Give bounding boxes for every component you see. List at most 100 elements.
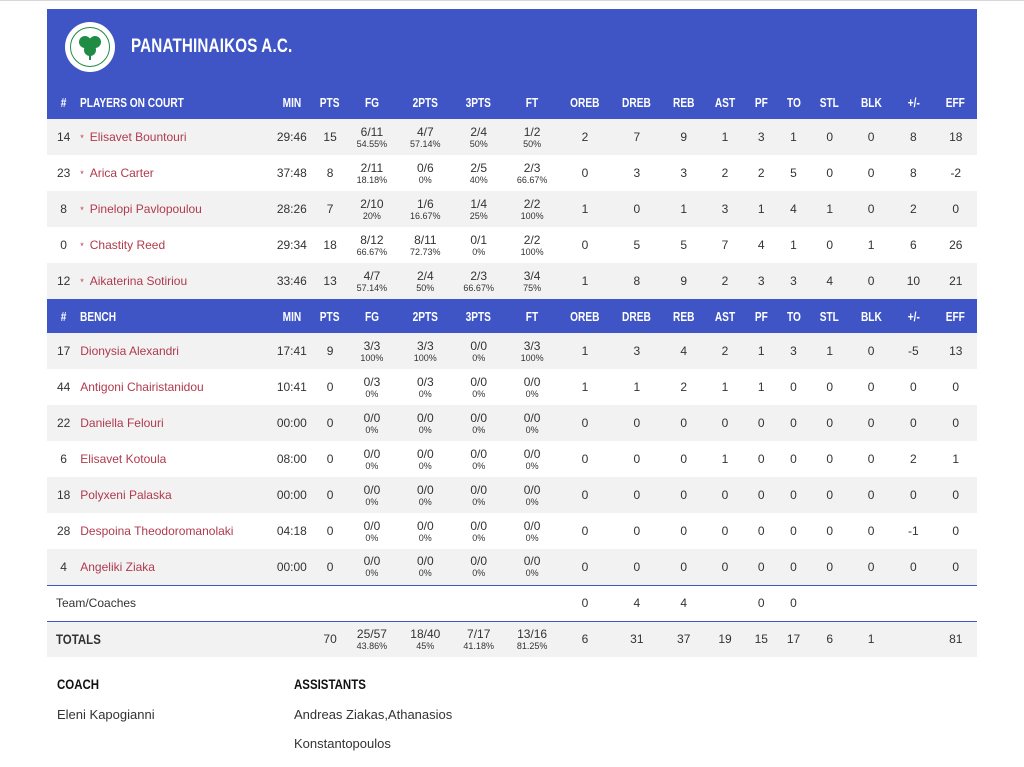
- player-eff: 26: [949, 238, 963, 252]
- player-pf: 0: [757, 559, 765, 574]
- player-min: 17:41: [276, 344, 307, 358]
- team-coaches-row: Team/Coaches 0 4 4 0 0: [47, 585, 977, 621]
- player-stl: 1: [826, 202, 834, 216]
- player-eff: 21: [949, 274, 963, 288]
- player-ast: 0: [721, 488, 729, 502]
- player-number: 17: [56, 344, 71, 358]
- player-name-link[interactable]: Despoina Theodoromanolaki: [80, 524, 234, 538]
- player-to: 0: [790, 488, 797, 502]
- team-header: PANATHINAIKOS A.C.: [47, 9, 977, 85]
- player-name-link[interactable]: Arica Carter: [89, 166, 154, 180]
- player-fg: 0/0 0%: [363, 482, 381, 507]
- player-name-cell: Daniella Felouri: [80, 405, 268, 441]
- player-stl: 0: [826, 416, 834, 430]
- player-name-link[interactable]: Angeliki Ziaka: [80, 559, 155, 574]
- player-pf: 1: [757, 380, 765, 394]
- totals-reb: 37: [677, 632, 691, 647]
- player-blk: 1: [867, 238, 875, 252]
- player-to: 3: [790, 274, 797, 288]
- assistants-title: ASSISTANTS: [294, 676, 366, 692]
- player-p3: 2/5 40%: [469, 160, 488, 185]
- player-stl: 0: [826, 238, 834, 252]
- bench-col-header: 2PTS: [412, 308, 438, 324]
- player-p3: 0/0 0%: [470, 374, 488, 399]
- player-name-link[interactable]: Polyxeni Palaska: [80, 488, 172, 502]
- player-eff: 13: [949, 344, 963, 358]
- player-to: 3: [790, 344, 797, 358]
- bench-col-header: MIN: [282, 308, 302, 324]
- player-number: 14: [56, 130, 71, 144]
- player-eff: 0: [952, 416, 960, 430]
- player-name-cell: Dionysia Alexandri: [80, 333, 268, 369]
- bench-col-header: BLK: [860, 308, 882, 324]
- player-name-cell: Elisavet Kotoula: [80, 441, 268, 477]
- player-eff: 0: [952, 488, 960, 502]
- player-min: 00:00: [276, 488, 307, 502]
- player-blk: 0: [867, 274, 875, 288]
- player-min: 28:26: [276, 202, 307, 216]
- shamrock-icon: [79, 36, 101, 60]
- player-name-link[interactable]: Pinelopi Pavlopoulou: [89, 202, 202, 216]
- player-number: 44: [56, 380, 71, 394]
- player-name-link[interactable]: Elisavet Kotoula: [80, 452, 167, 466]
- player-eff: -2: [950, 166, 962, 180]
- player-oreb: 0: [581, 524, 589, 538]
- player-pm: 8: [910, 130, 917, 144]
- bench-col-header: +/-: [907, 308, 920, 324]
- player-ast: 1: [721, 130, 729, 144]
- bench-col-header: PTS: [320, 308, 340, 324]
- player-p2: 1/6 16.67%: [410, 196, 441, 221]
- coach-name: Eleni Kapogianni: [57, 707, 155, 722]
- player-name-link[interactable]: Elisavet Bountouri: [89, 130, 187, 144]
- player-oreb: 2: [581, 130, 589, 144]
- player-pf: 0: [757, 488, 765, 502]
- bench-col-header: REB: [672, 308, 695, 324]
- player-row: 12 * Aikaterina Sotiriou 33:46 13 4/7 57.14% 2/…: [47, 263, 977, 299]
- player-row: 0 * Chastity Reed 29:34 18 8/12 66.67% 8/11 72.7…: [47, 227, 977, 263]
- bench-col-header: EFF: [946, 308, 966, 324]
- player-name-cell: Despoina Theodoromanolaki: [80, 513, 268, 549]
- player-oreb: 1: [581, 202, 589, 216]
- player-ft: 2/2 100%: [520, 232, 544, 257]
- player-pts: 9: [326, 344, 334, 358]
- player-name-cell: * Chastity Reed: [80, 227, 268, 263]
- player-p3: 0/0 0%: [470, 554, 488, 579]
- player-blk: 0: [867, 524, 875, 538]
- player-ft: 3/3 100%: [520, 338, 544, 363]
- team-coaches-to: 0: [790, 596, 797, 610]
- starters-col-header: +/-: [907, 94, 920, 110]
- player-blk: 0: [867, 202, 875, 216]
- player-name-link[interactable]: Dionysia Alexandri: [80, 344, 179, 358]
- player-row: 22 Daniella Felouri 00:00 0 0/0 0% 0/0 0% 0/0 0% 0…: [47, 405, 977, 441]
- totals-stl: 6: [826, 632, 834, 647]
- player-p2: 2/4 50%: [416, 268, 435, 293]
- bench-col-header: FG: [364, 308, 379, 324]
- player-eff: 0: [952, 524, 960, 538]
- player-name-link[interactable]: Antigoni Chairistanidou: [80, 380, 204, 394]
- player-pts: 0: [326, 452, 334, 466]
- player-dreb: 7: [633, 130, 641, 144]
- player-stl: 0: [826, 524, 834, 538]
- player-pts: 18: [323, 238, 337, 252]
- player-eff: 18: [949, 130, 963, 144]
- player-eff: 0: [952, 202, 960, 216]
- player-number: 8: [60, 202, 67, 216]
- player-name-link[interactable]: Daniella Felouri: [80, 416, 164, 430]
- player-name-link[interactable]: Aikaterina Sotiriou: [89, 274, 188, 288]
- player-ft: 0/0 0%: [523, 482, 541, 507]
- player-pm: 2: [910, 202, 917, 216]
- player-oreb: 0: [581, 416, 589, 430]
- player-ast: 3: [721, 202, 729, 216]
- starters-col-header: DREB: [622, 94, 652, 110]
- player-ft: 0/0 0%: [523, 374, 541, 399]
- player-fg: 2/10 20%: [360, 196, 384, 221]
- player-fg: 0/0 0%: [363, 446, 381, 471]
- bench-col-header: BENCH: [80, 308, 117, 324]
- player-name-cell: * Pinelopi Pavlopoulou: [80, 191, 268, 227]
- starters-col-header: PF: [754, 94, 768, 110]
- player-pts: 0: [326, 416, 334, 430]
- player-p3: 2/3 66.67%: [463, 268, 494, 293]
- player-number: 22: [56, 416, 71, 430]
- assistants-names: Andreas Ziakas,Athanasios Konstantopoulo…: [294, 707, 453, 751]
- player-name-link[interactable]: Chastity Reed: [89, 238, 166, 252]
